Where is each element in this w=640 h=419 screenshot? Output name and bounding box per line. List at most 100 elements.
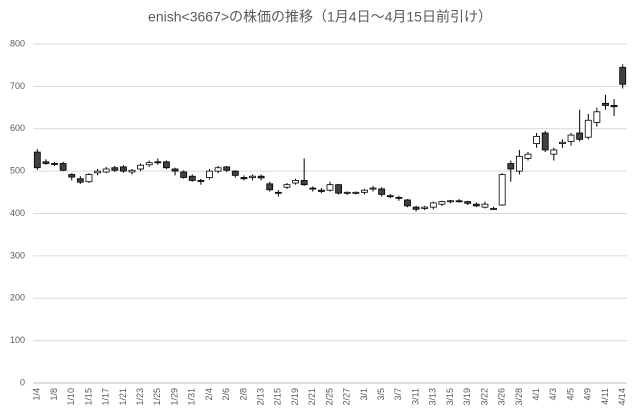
x-tick-label: 2/6: [221, 388, 231, 401]
x-tick-label: 3/22: [479, 388, 489, 406]
candle-body: [111, 167, 119, 171]
candle-body: [361, 189, 368, 193]
x-tick-label: 2/13: [256, 388, 266, 406]
candle-body: [533, 135, 541, 144]
candle-body: [438, 201, 446, 205]
x-tick-label: 2/15: [273, 388, 283, 406]
candle-body: [180, 171, 188, 178]
candle-body: [498, 174, 506, 206]
x-tick-label: 1/4: [32, 388, 42, 401]
candle-body: [602, 102, 609, 106]
x-tick-label: 3/1: [359, 388, 369, 401]
candle-body: [326, 184, 334, 191]
y-tick-label: 200: [10, 293, 25, 303]
x-tick-label: 1/15: [83, 388, 93, 406]
candle-body: [137, 164, 145, 170]
x-tick-label: 1/17: [101, 388, 111, 406]
candle-body: [283, 184, 291, 188]
x-tick-label: 1/8: [49, 388, 59, 401]
candle-body: [102, 168, 110, 173]
candle-body: [206, 170, 213, 178]
candle-body: [76, 178, 84, 183]
x-tick-label: 2/8: [238, 388, 248, 401]
candle-body: [223, 166, 231, 171]
candle-body: [352, 191, 360, 194]
x-tick-label: 3/19: [462, 388, 472, 406]
x-tick-label: 2/4: [204, 388, 214, 401]
y-tick-label: 0: [20, 377, 25, 387]
y-tick-label: 100: [10, 335, 25, 345]
candle-body: [610, 105, 618, 108]
candle-body: [68, 174, 76, 178]
candle-body: [369, 187, 377, 190]
x-tick-label: 3/28: [514, 388, 524, 406]
candle-body: [85, 174, 93, 183]
candle-body: [386, 195, 394, 198]
x-tick-label: 3/15: [445, 388, 455, 406]
y-tick-label: 800: [10, 38, 25, 48]
x-tick-label: 1/21: [118, 388, 128, 406]
candle-body: [249, 175, 256, 178]
chart-title: enish<3667>の株価の推移（1月4日～4月15日前引け）: [148, 9, 492, 25]
candle-body: [550, 149, 558, 155]
candle-body: [274, 191, 282, 194]
x-tick-label: 1/23: [135, 388, 145, 406]
x-tick-label: 3/26: [497, 388, 507, 406]
x-tick-label: 4/5: [565, 388, 575, 401]
x-tick-label: 3/5: [376, 388, 386, 401]
candle-body: [128, 169, 136, 173]
x-tick-label: 3/7: [393, 388, 403, 401]
x-tick-label: 1/29: [169, 388, 179, 406]
y-tick-label: 400: [10, 208, 25, 218]
candle-body: [343, 191, 351, 194]
candle-body: [395, 196, 403, 199]
x-tick-label: 2/21: [307, 388, 317, 406]
candle-body: [464, 201, 472, 204]
x-tick-label: 3/11: [410, 388, 420, 405]
x-tick-label: 1/31: [187, 388, 197, 406]
candle-body: [197, 180, 205, 182]
candle-body: [163, 161, 170, 169]
candle-body: [404, 199, 411, 207]
candle-body: [447, 200, 454, 203]
candle-body: [541, 132, 549, 151]
x-tick-label: 2/19: [290, 388, 300, 406]
candle-body: [59, 163, 67, 171]
x-tick-label: 2/25: [324, 388, 334, 406]
x-tick-label: 4/3: [548, 388, 558, 401]
x-tick-label: 4/1: [531, 388, 541, 401]
candle-body: [619, 66, 627, 85]
candle-body: [214, 167, 222, 172]
candle-body: [300, 180, 308, 186]
candle-body: [266, 183, 274, 191]
x-tick-label: 4/14: [617, 388, 627, 406]
candle-body: [593, 111, 601, 123]
x-tick-label: 3/13: [428, 388, 438, 406]
candle-body: [188, 175, 196, 181]
x-tick-label: 1/10: [66, 388, 76, 406]
candle-body: [490, 208, 497, 210]
candle-body: [584, 119, 592, 138]
candle-body: [515, 155, 523, 172]
candle-body: [292, 180, 299, 184]
x-tick-label: 4/11: [600, 388, 610, 405]
candle-body: [119, 166, 127, 172]
candle-body: [257, 175, 265, 179]
y-tick-label: 300: [10, 250, 25, 260]
y-tick-label: 500: [10, 166, 25, 176]
candle-body: [335, 184, 343, 194]
candle-body: [240, 177, 248, 180]
candle-body: [524, 153, 532, 159]
candle-body: [507, 163, 515, 170]
candle-body: [559, 141, 566, 144]
candle-body: [33, 151, 41, 169]
candle-body: [421, 206, 429, 209]
candle-body: [412, 206, 420, 210]
candle-body: [481, 203, 489, 208]
candle-body: [42, 161, 50, 164]
x-tick-label: 1/25: [152, 388, 162, 406]
candle-body: [472, 203, 480, 207]
candle-body: [94, 170, 101, 174]
x-tick-label: 4/9: [583, 388, 593, 401]
candle-body: [378, 188, 386, 195]
